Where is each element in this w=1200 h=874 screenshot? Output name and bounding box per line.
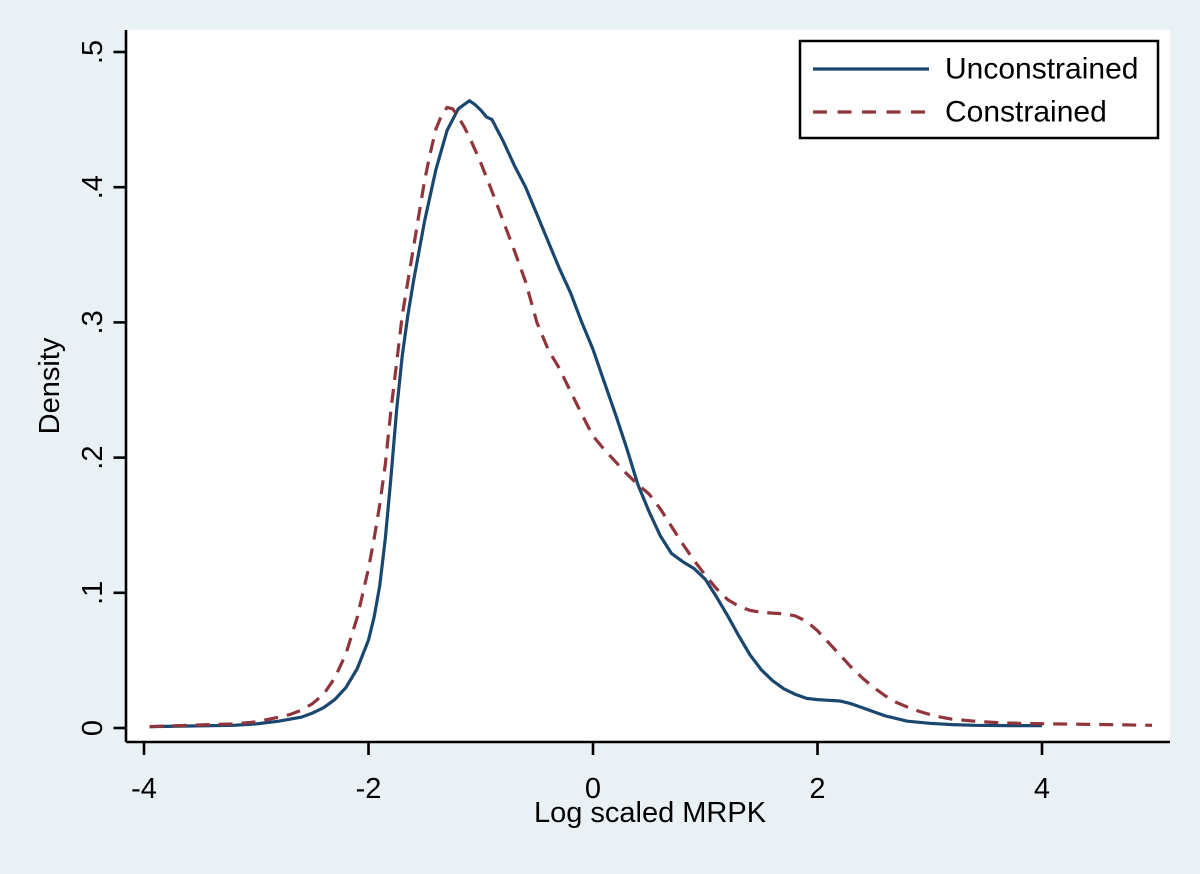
legend-label-unconstrained: Unconstrained [945,53,1138,86]
x-tick-label: -4 [131,773,157,805]
x-tick-label: 0 [585,773,601,805]
y-tick-label: .2 [77,446,109,470]
constrained-line [149,105,1153,729]
x-axis-title: Log scaled MRPK [534,797,767,829]
y-tick-label: 0 [77,720,109,736]
plot-area [126,30,1170,742]
x-axis-ticks: -4 -2 0 2 4 [131,742,1050,805]
x-tick-label: 4 [1034,773,1050,805]
y-tick-label: .5 [77,40,109,64]
legend-box [798,39,1160,140]
unconstrained-line [149,99,1042,729]
legend-label-constrained: Constrained [945,96,1107,129]
y-tick-label: .4 [77,175,109,199]
legend: Unconstrained Constrained [798,39,1160,140]
y-axis-ticks: 0 .1 .2 .3 .4 .5 [77,40,126,736]
y-tick-label: .3 [77,310,109,334]
y-axis-title: Density [34,337,66,434]
x-tick-label: 2 [809,773,825,805]
x-tick-label: -2 [356,773,382,805]
y-tick-label: .1 [77,581,109,605]
series-lines [149,99,1153,729]
